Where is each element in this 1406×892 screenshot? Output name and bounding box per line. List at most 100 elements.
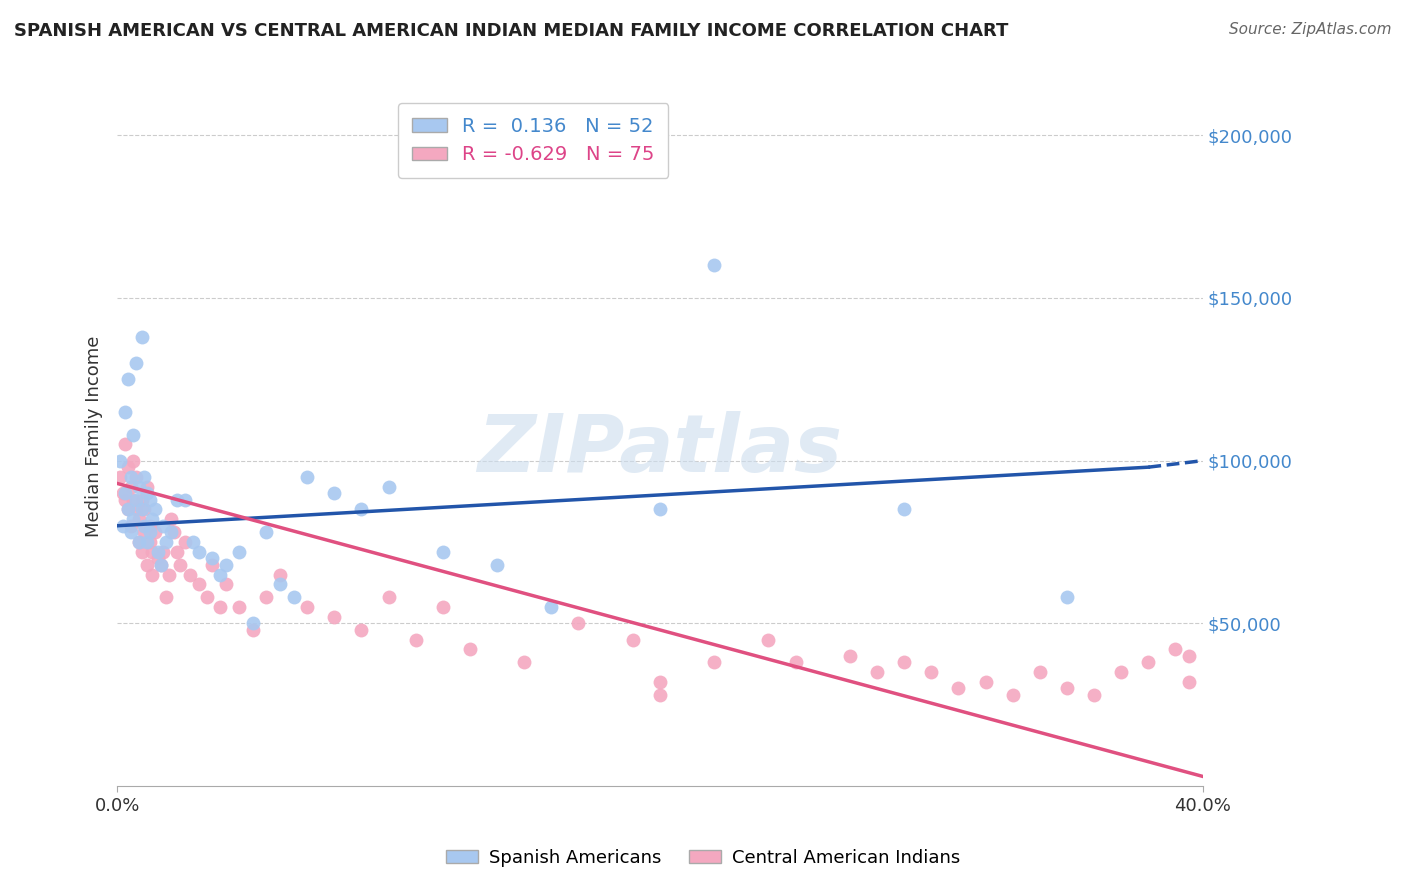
- Point: [350, 502, 373, 516]
- Point: [139, 492, 162, 507]
- Point: [785, 656, 807, 670]
- Point: [166, 545, 188, 559]
- Point: [920, 665, 942, 680]
- Point: [143, 502, 166, 516]
- Point: [228, 545, 250, 559]
- Point: [269, 577, 291, 591]
- Text: Source: ZipAtlas.com: Source: ZipAtlas.com: [1229, 22, 1392, 37]
- Point: [157, 567, 180, 582]
- Text: SPANISH AMERICAN VS CENTRAL AMERICAN INDIAN MEDIAN FAMILY INCOME CORRELATION CHA: SPANISH AMERICAN VS CENTRAL AMERICAN IND…: [14, 22, 1008, 40]
- Point: [948, 681, 970, 696]
- Point: [134, 525, 156, 540]
- Point: [1001, 688, 1024, 702]
- Point: [1083, 688, 1105, 702]
- Point: [111, 486, 134, 500]
- Point: [117, 502, 139, 516]
- Point: [486, 558, 509, 572]
- Point: [648, 675, 671, 690]
- Point: [703, 656, 725, 670]
- Point: [866, 665, 889, 680]
- Point: [209, 600, 232, 615]
- Point: [295, 600, 318, 615]
- Point: [458, 642, 481, 657]
- Point: [108, 470, 131, 484]
- Point: [513, 656, 536, 670]
- Point: [405, 632, 427, 647]
- Point: [432, 600, 454, 615]
- Point: [215, 577, 238, 591]
- Point: [114, 437, 136, 451]
- Point: [152, 518, 174, 533]
- Point: [1056, 681, 1078, 696]
- Point: [122, 512, 145, 526]
- Point: [323, 610, 346, 624]
- Point: [893, 656, 915, 670]
- Legend: R =  0.136   N = 52, R = -0.629   N = 75: R = 0.136 N = 52, R = -0.629 N = 75: [398, 103, 668, 178]
- Y-axis label: Median Family Income: Median Family Income: [86, 335, 103, 537]
- Point: [111, 518, 134, 533]
- Point: [117, 502, 139, 516]
- Point: [215, 558, 238, 572]
- Point: [114, 492, 136, 507]
- Point: [141, 545, 163, 559]
- Point: [174, 535, 197, 549]
- Point: [648, 502, 671, 516]
- Point: [143, 525, 166, 540]
- Point: [120, 525, 142, 540]
- Point: [269, 567, 291, 582]
- Point: [567, 616, 589, 631]
- Point: [254, 525, 277, 540]
- Point: [120, 480, 142, 494]
- Point: [242, 623, 264, 637]
- Point: [117, 460, 139, 475]
- Point: [125, 502, 148, 516]
- Point: [155, 591, 177, 605]
- Point: [128, 480, 150, 494]
- Point: [703, 259, 725, 273]
- Point: [139, 518, 162, 533]
- Point: [209, 567, 232, 582]
- Point: [149, 558, 172, 572]
- Point: [136, 535, 159, 549]
- Point: [125, 356, 148, 370]
- Point: [146, 545, 169, 559]
- Point: [163, 525, 186, 540]
- Text: ZIPatlas: ZIPatlas: [478, 411, 842, 489]
- Point: [128, 535, 150, 549]
- Point: [377, 480, 399, 494]
- Point: [1029, 665, 1052, 680]
- Point: [114, 405, 136, 419]
- Point: [1178, 675, 1201, 690]
- Point: [131, 492, 153, 507]
- Point: [122, 427, 145, 442]
- Point: [377, 591, 399, 605]
- Point: [432, 545, 454, 559]
- Point: [146, 551, 169, 566]
- Point: [540, 600, 562, 615]
- Point: [134, 518, 156, 533]
- Point: [152, 545, 174, 559]
- Point: [195, 591, 218, 605]
- Point: [974, 675, 997, 690]
- Point: [1109, 665, 1132, 680]
- Point: [125, 470, 148, 484]
- Point: [139, 525, 162, 540]
- Point: [174, 492, 197, 507]
- Point: [120, 518, 142, 533]
- Point: [122, 492, 145, 507]
- Point: [254, 591, 277, 605]
- Point: [181, 535, 204, 549]
- Point: [187, 545, 209, 559]
- Point: [141, 567, 163, 582]
- Point: [323, 486, 346, 500]
- Point: [128, 535, 150, 549]
- Point: [131, 545, 153, 559]
- Point: [201, 558, 224, 572]
- Point: [155, 535, 177, 549]
- Point: [120, 470, 142, 484]
- Point: [179, 567, 201, 582]
- Point: [160, 512, 183, 526]
- Point: [128, 512, 150, 526]
- Point: [131, 502, 153, 516]
- Point: [201, 551, 224, 566]
